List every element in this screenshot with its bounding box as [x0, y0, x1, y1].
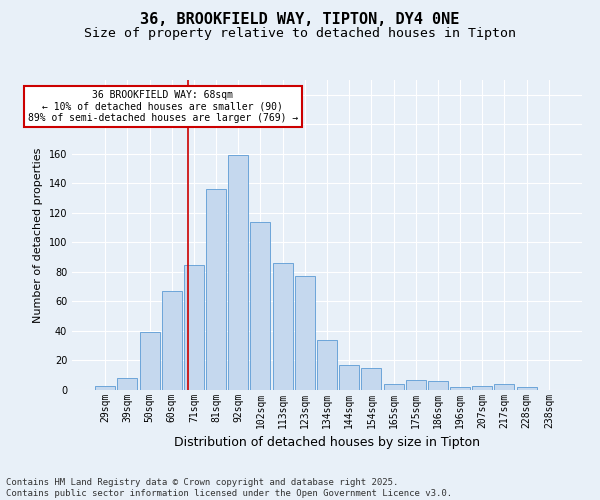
Y-axis label: Number of detached properties: Number of detached properties — [33, 148, 43, 322]
Bar — [428, 381, 448, 390]
Bar — [450, 387, 470, 390]
Bar — [339, 365, 359, 390]
Bar — [118, 378, 137, 390]
Bar — [494, 384, 514, 390]
Bar — [517, 387, 536, 390]
Bar — [228, 156, 248, 390]
Bar — [162, 291, 182, 390]
Bar — [206, 189, 226, 390]
Bar — [140, 332, 160, 390]
Text: 36, BROOKFIELD WAY, TIPTON, DY4 0NE: 36, BROOKFIELD WAY, TIPTON, DY4 0NE — [140, 12, 460, 28]
Bar — [383, 384, 404, 390]
Text: Size of property relative to detached houses in Tipton: Size of property relative to detached ho… — [84, 28, 516, 40]
Text: Contains HM Land Registry data © Crown copyright and database right 2025.
Contai: Contains HM Land Registry data © Crown c… — [6, 478, 452, 498]
Bar — [272, 263, 293, 390]
Bar — [95, 386, 115, 390]
Bar — [184, 264, 204, 390]
Text: 36 BROOKFIELD WAY: 68sqm
← 10% of detached houses are smaller (90)
89% of semi-d: 36 BROOKFIELD WAY: 68sqm ← 10% of detach… — [28, 90, 298, 123]
Bar — [250, 222, 271, 390]
Bar — [472, 386, 492, 390]
Bar — [295, 276, 315, 390]
Bar — [361, 368, 382, 390]
X-axis label: Distribution of detached houses by size in Tipton: Distribution of detached houses by size … — [174, 436, 480, 450]
Bar — [406, 380, 426, 390]
Bar — [317, 340, 337, 390]
